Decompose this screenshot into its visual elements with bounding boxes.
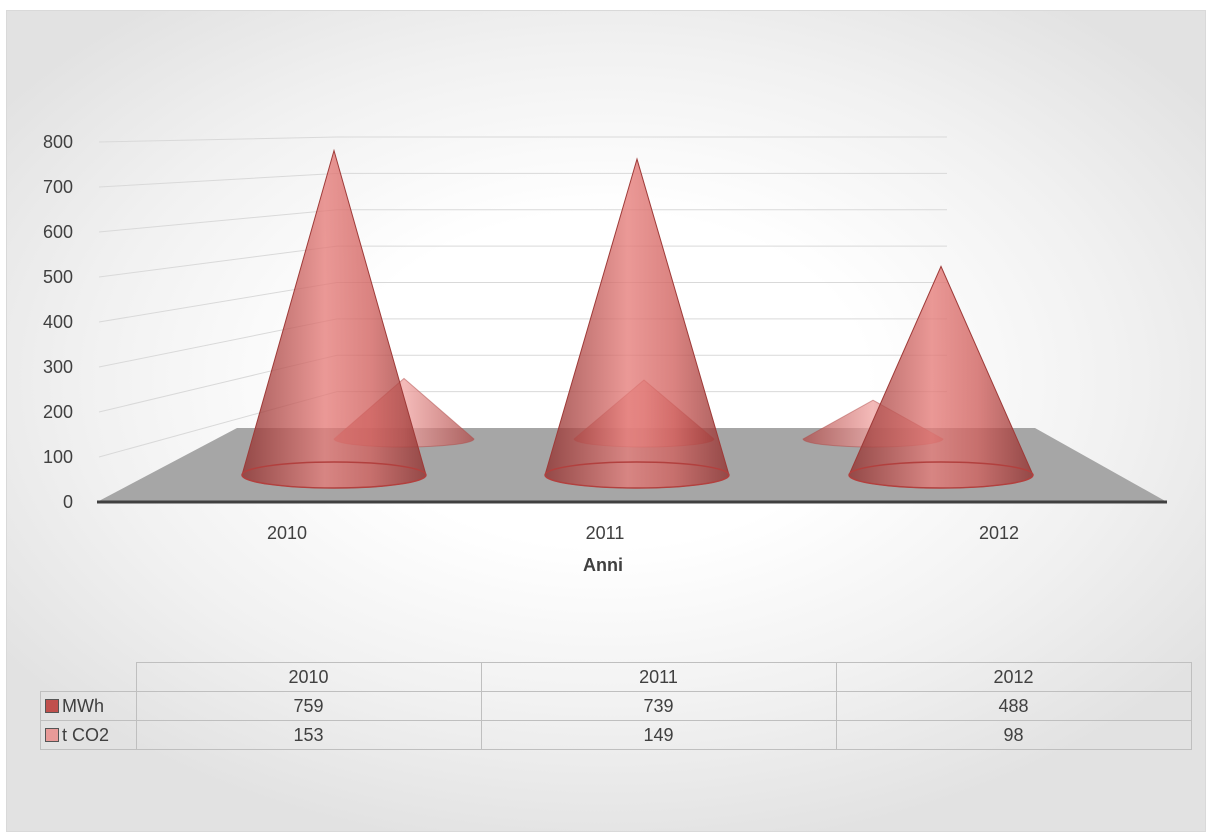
legend-entry-tco2: t CO2 — [40, 720, 137, 750]
cone-mwh — [544, 157, 730, 489]
cone-series — [241, 148, 1034, 489]
data-table-row: MWh 759 739 488 — [40, 691, 1192, 721]
gridline — [98, 318, 947, 368]
cone-base — [848, 461, 1034, 489]
y-tick-label: 100 — [43, 447, 73, 467]
data-table-header: 2010 — [135, 662, 482, 692]
y-tick-label: 700 — [43, 177, 73, 197]
chart-area: 0 100 200 300 400 500 600 700 800 2010 2011 2012 A… — [6, 10, 1206, 832]
cone-base — [241, 461, 427, 489]
data-table-header: 2012 — [835, 662, 1192, 692]
x-axis: 2010 2011 2012 — [267, 523, 1019, 543]
x-axis-label: Anni — [583, 555, 623, 575]
y-tick-label: 500 — [43, 267, 73, 287]
y-tick-label: 400 — [43, 312, 73, 332]
y-tick-label: 0 — [63, 492, 73, 512]
legend-label: MWh — [62, 695, 104, 716]
data-table-cell: 149 — [480, 720, 837, 750]
cone-mwh — [848, 265, 1034, 489]
data-table-row: t CO2 153 149 98 — [40, 720, 1192, 750]
gridline — [98, 354, 947, 413]
data-table-header: 2011 — [480, 662, 837, 692]
gridlines — [98, 136, 947, 458]
data-table-cell: 98 — [835, 720, 1192, 750]
y-axis: 0 100 200 300 400 500 600 700 800 — [43, 132, 73, 512]
cone-base — [544, 461, 730, 489]
gridline — [98, 136, 947, 143]
gridline — [98, 209, 947, 233]
data-table-corner — [40, 662, 137, 692]
y-tick-label: 600 — [43, 222, 73, 242]
x-tick-label: 2010 — [267, 523, 307, 543]
y-tick-label: 800 — [43, 132, 73, 152]
x-tick-label: 2011 — [586, 523, 625, 543]
gridline — [98, 172, 947, 188]
data-table-cell: 739 — [480, 691, 837, 721]
y-tick-label: 200 — [43, 402, 73, 422]
gridline — [98, 245, 947, 278]
legend-entry-mwh: MWh — [40, 691, 137, 721]
legend-label: t CO2 — [62, 724, 110, 745]
legend-key-mwh — [45, 698, 59, 713]
plot-area: 0 100 200 300 400 500 600 700 800 2010 2011 2012 A… — [43, 132, 1167, 575]
y-tick-label: 300 — [43, 357, 73, 377]
data-table-cell: 153 — [135, 720, 482, 750]
gridline — [98, 282, 947, 323]
legend-key-tco2 — [45, 727, 59, 742]
data-table-cell: 759 — [135, 691, 482, 721]
data-table: 2010 2011 2012 MWh 759 739 488 t CO2 153… — [40, 662, 1192, 750]
x-tick-label: 2012 — [979, 523, 1019, 543]
data-table-cell: 488 — [835, 691, 1192, 721]
data-table-header-row: 2010 2011 2012 — [40, 662, 1192, 692]
